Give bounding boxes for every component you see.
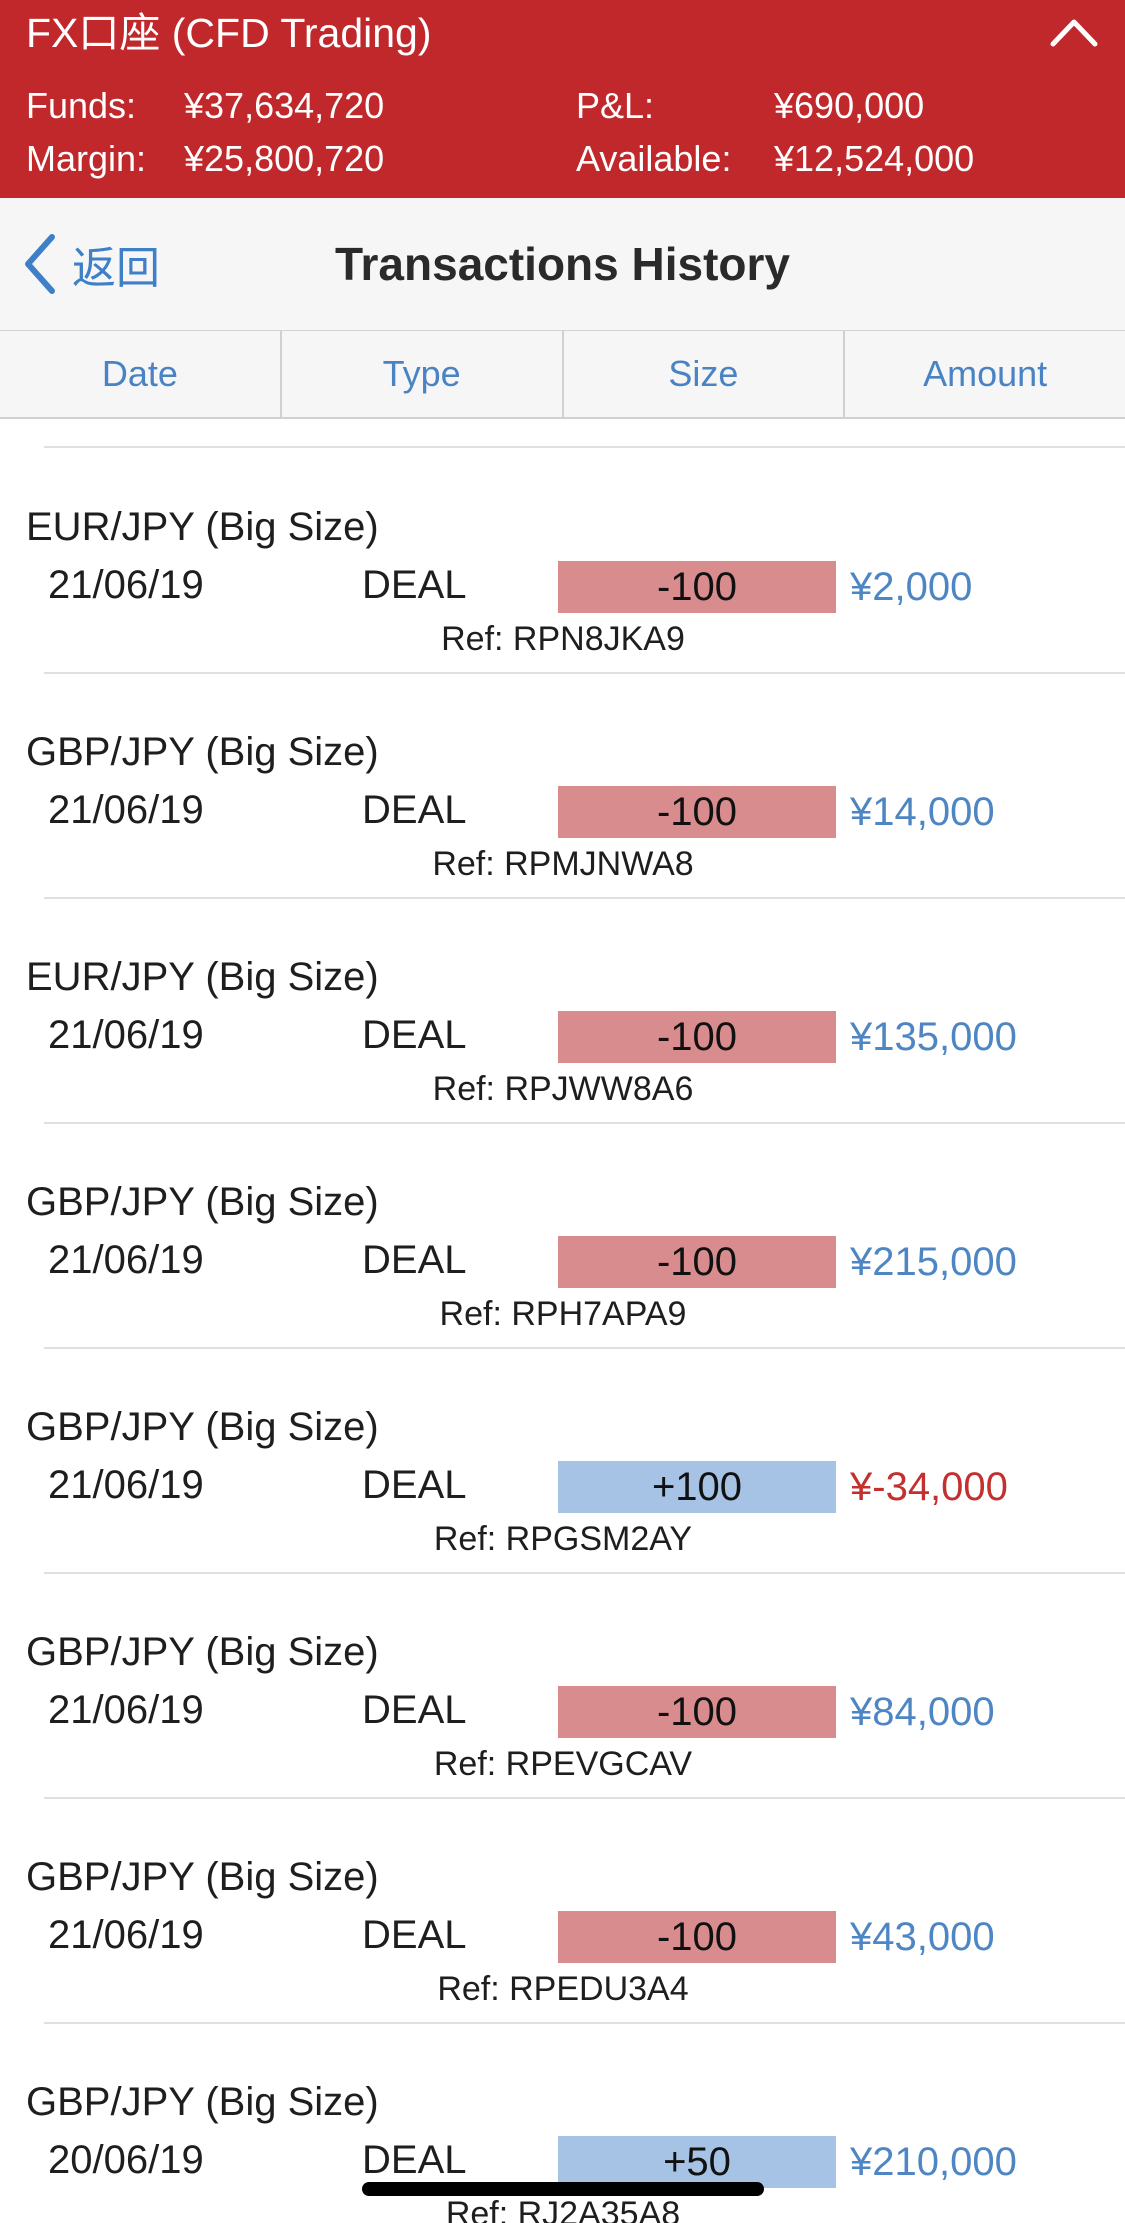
size-badge: -100 — [558, 1911, 836, 1963]
home-indicator[interactable] — [362, 2182, 764, 2196]
row-divider — [44, 672, 1125, 674]
instrument-name: GBP/JPY (Big Size) — [26, 730, 379, 774]
transaction-row[interactable]: GBP/JPY (Big Size) 21/06/19 DEAL -100 ¥14,00… — [0, 674, 1125, 899]
back-label: 返回 — [72, 244, 160, 293]
instrument-name: GBP/JPY (Big Size) — [26, 1180, 379, 1224]
transaction-type: DEAL — [362, 1913, 467, 1957]
reference-id: Ref: RPEVGCAV — [433, 1745, 693, 1783]
transaction-row[interactable]: GBP/JPY (Big Size) 21/06/19 DEAL -100 ¥43,00… — [0, 1799, 1125, 2024]
size-badge: +100 — [558, 1461, 836, 1513]
instrument-name: GBP/JPY (Big Size) — [26, 1855, 379, 1899]
transaction-type: DEAL — [362, 2138, 467, 2182]
size-badge: -100 — [558, 1686, 836, 1738]
row-divider — [44, 2022, 1125, 2024]
column-header-amount[interactable]: Amount — [923, 353, 1048, 394]
reference-id: Ref: RPEDU3A4 — [437, 1970, 689, 2008]
back-button[interactable]: 返回 — [20, 228, 160, 300]
transaction-type: DEAL — [362, 1238, 467, 1282]
funds-value: ¥37,634,720 — [184, 85, 385, 126]
transaction-date: 21/06/19 — [48, 788, 204, 832]
instrument-name: EUR/JPY (Big Size) — [26, 955, 379, 999]
chevron-up-icon[interactable] — [1047, 12, 1101, 52]
transaction-amount: ¥215,000 — [850, 1240, 1017, 1284]
transaction-row[interactable]: EUR/JPY (Big Size) 21/06/19 DEAL -100 ¥2,000… — [0, 449, 1125, 674]
transaction-row[interactable]: GBP/JPY (Big Size) 21/06/19 DEAL -100 ¥84,00… — [0, 1574, 1125, 1799]
page-title: Transactions History — [334, 238, 791, 290]
margin-label: Margin: — [26, 138, 147, 179]
reference-id: Ref: RPGSM2AY — [433, 1520, 693, 1558]
transaction-amount: ¥2,000 — [850, 565, 973, 609]
transaction-date: 20/06/19 — [48, 2138, 204, 2182]
account-summary-header: FX口座 (CFD Trading) Funds: ¥37,634,720 Ma… — [0, 0, 1125, 198]
transactions-list[interactable]: EUR/JPY (Big Size) 21/06/19 DEAL -100 ¥2,000… — [0, 419, 1125, 2223]
transaction-amount: ¥14,000 — [850, 790, 995, 834]
transaction-row[interactable]: GBP/JPY (Big Size) 20/06/19 DEAL +50 ¥210,00… — [0, 2024, 1125, 2223]
chevron-left-icon — [25, 234, 55, 294]
instrument-name: GBP/JPY (Big Size) — [26, 2080, 379, 2124]
transaction-type: DEAL — [362, 563, 467, 607]
instrument-name: EUR/JPY (Big Size) — [26, 505, 379, 549]
size-badge: +50 — [558, 2136, 836, 2188]
transaction-date: 21/06/19 — [48, 1238, 204, 1282]
reference-id: Ref: RPJWW8A6 — [432, 1070, 694, 1108]
transaction-type: DEAL — [362, 1463, 467, 1507]
size-badge: -100 — [558, 1236, 836, 1288]
account-title: FX口座 (CFD Trading) — [26, 10, 432, 56]
margin-value: ¥25,800,720 — [184, 138, 385, 179]
row-divider — [44, 1797, 1125, 1799]
transaction-date: 21/06/19 — [48, 1688, 204, 1732]
transaction-amount: ¥-34,000 — [850, 1465, 1008, 1509]
transaction-amount: ¥135,000 — [850, 1015, 1017, 1059]
row-divider — [44, 897, 1125, 899]
instrument-name: GBP/JPY (Big Size) — [26, 1630, 379, 1674]
transaction-date: 21/06/19 — [48, 1913, 204, 1957]
transaction-amount: ¥210,000 — [850, 2140, 1017, 2184]
reference-id: Ref: RJ2A35A8 — [445, 2195, 681, 2223]
row-divider — [44, 1122, 1125, 1124]
row-divider — [44, 1347, 1125, 1349]
funds-label: Funds: — [26, 85, 137, 126]
size-badge: -100 — [558, 786, 836, 838]
column-header-size[interactable]: Size — [564, 331, 846, 417]
column-header-date[interactable]: Date — [0, 331, 282, 417]
transaction-type: DEAL — [362, 1013, 467, 1057]
reference-id: Ref: RPH7APA9 — [439, 1295, 687, 1333]
pl-label: P&L: — [576, 85, 655, 126]
list-divider — [44, 446, 1125, 448]
column-header-type[interactable]: Type — [282, 331, 564, 417]
transaction-amount: ¥43,000 — [850, 1915, 995, 1959]
instrument-name: GBP/JPY (Big Size) — [26, 1405, 379, 1449]
transaction-date: 21/06/19 — [48, 563, 204, 607]
transaction-row[interactable]: GBP/JPY (Big Size) 21/06/19 DEAL -100 ¥215,0… — [0, 1124, 1125, 1349]
pl-value: ¥690,000 — [774, 85, 925, 126]
available-value: ¥12,524,000 — [774, 138, 975, 179]
transaction-row[interactable]: GBP/JPY (Big Size) 21/06/19 DEAL +100 ¥-34,0… — [0, 1349, 1125, 1574]
transaction-date: 21/06/19 — [48, 1463, 204, 1507]
transaction-amount: ¥84,000 — [850, 1690, 995, 1734]
size-badge: -100 — [558, 1011, 836, 1063]
navigation-bar: 返回 Transactions History — [0, 198, 1125, 331]
size-badge: -100 — [558, 561, 836, 613]
transaction-date: 21/06/19 — [48, 1013, 204, 1057]
reference-id: Ref: RPN8JKA9 — [441, 620, 685, 658]
transaction-row[interactable]: EUR/JPY (Big Size) 21/06/19 DEAL -100 ¥135,0… — [0, 899, 1125, 1124]
reference-id: Ref: RPMJNWA8 — [432, 845, 694, 883]
column-header-bar: Date Type Size Amount — [0, 331, 1125, 419]
available-label: Available: — [576, 138, 732, 179]
transaction-type: DEAL — [362, 1688, 467, 1732]
row-divider — [44, 1572, 1125, 1574]
transaction-type: DEAL — [362, 788, 467, 832]
